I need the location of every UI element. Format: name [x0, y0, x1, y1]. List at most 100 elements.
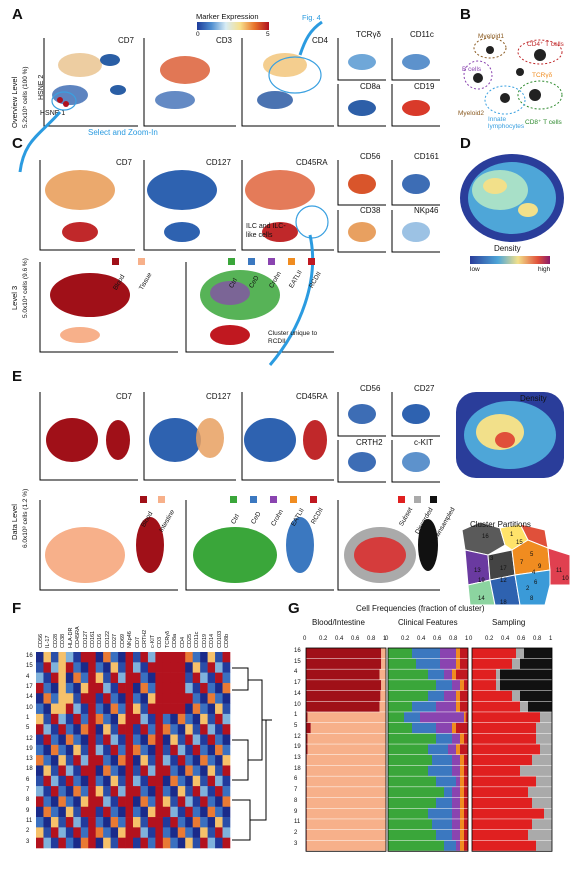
heatmap-cell [103, 806, 111, 818]
heatmap-cell [215, 734, 223, 746]
heatmap-cell [155, 796, 164, 808]
colorbar-max: 5 [266, 31, 270, 38]
heatmap-cell [133, 744, 141, 756]
heatmap-cell [110, 713, 119, 725]
heatmap-cell [155, 672, 164, 684]
heatmap-row-label: 6 [26, 776, 30, 783]
heatmap-cell [88, 703, 96, 715]
bar-segment [436, 733, 452, 744]
legend-e-swatch-downsampled [430, 496, 437, 503]
g-row-label: 8 [294, 797, 298, 804]
heatmap-cell [162, 817, 171, 828]
label-c-cd127: CD127 [206, 158, 231, 167]
g-tick: 0.8 [367, 636, 376, 642]
heatmap-cell [215, 662, 223, 673]
label-b-innate: Innate lymphocytes [488, 116, 525, 130]
heatmap-marker-label: CD7 [134, 636, 141, 648]
cluster-partitions [461, 521, 571, 606]
heatmap-cell [43, 652, 52, 663]
heatmap-cell [58, 786, 67, 797]
heatmap-cell [88, 755, 96, 766]
heatmap-cell [215, 744, 223, 756]
heatmap-marker-label: CD127 [82, 630, 89, 648]
heatmap-cell [95, 806, 104, 818]
heatmap-marker-label: CD45RA [75, 626, 82, 648]
colorbar [197, 22, 269, 30]
heatmap-cell [118, 652, 126, 663]
bar-segment [388, 680, 436, 691]
heatmap-cell [65, 765, 74, 777]
heatmap-cell [65, 786, 74, 797]
label-e-cd27: CD27 [414, 384, 435, 393]
heatmap-cell [110, 755, 119, 766]
heatmap-cell [36, 765, 44, 777]
g-row-label: 1 [294, 712, 298, 719]
heatmap-cell [177, 703, 186, 715]
bar-segment [472, 840, 536, 851]
heatmap-cell [133, 786, 141, 797]
level-count-3: 5.0x10⁴ cells (9.6 %) [22, 258, 29, 318]
panel-f-heatmap [36, 652, 231, 849]
heatmap-cell [140, 734, 149, 746]
heatmap-cell [65, 724, 74, 735]
legend-e-swatch-blood [140, 496, 147, 503]
heatmap-cell [140, 765, 149, 777]
heatmap-cell [222, 734, 231, 746]
bar-segment [404, 712, 420, 723]
heatmap-row-label: 14 [26, 694, 33, 701]
bar-segment [464, 787, 468, 798]
bar-segment [388, 797, 436, 808]
heatmap-cell [58, 703, 67, 715]
heatmap-cell [162, 786, 171, 797]
heatmap-cell [222, 713, 231, 725]
heatmap-cell [155, 837, 164, 849]
bar-segment [456, 658, 460, 669]
heatmap-marker-label: CD25 [186, 633, 193, 648]
heatmap-cell [36, 827, 44, 838]
heatmap-cell [95, 786, 104, 797]
bar-segment [532, 797, 552, 808]
heatmap-cell [110, 806, 119, 818]
bar-segment [436, 701, 456, 712]
label-b-cd8: CD8⁺ T cells [525, 119, 562, 126]
bar-segment [310, 722, 386, 734]
heatmap-cell [36, 734, 44, 746]
heatmap-cell [140, 775, 149, 787]
panel-g-bars [305, 647, 553, 852]
heatmap-cell [110, 703, 119, 715]
bar-segment [436, 722, 452, 734]
bar-segment [388, 744, 428, 755]
bar-segment [520, 765, 552, 776]
g-row-label: 14 [294, 690, 301, 697]
heatmap-cell [80, 796, 89, 808]
heatmap-cell [88, 713, 96, 725]
heatmap-cell [177, 652, 186, 663]
heatmap-cell [125, 672, 134, 684]
heatmap-cell [140, 806, 149, 818]
heatmap-cell [125, 662, 134, 673]
heatmap-cell [80, 817, 89, 828]
heatmap-cell [215, 672, 223, 684]
heatmap-cell [200, 744, 208, 756]
panel-c-scatter [45, 170, 430, 345]
heatmap-cell [118, 703, 126, 715]
heatmap-cell [36, 775, 44, 787]
g-row-label: 9 [294, 808, 298, 815]
heatmap-cell [207, 806, 216, 818]
panel-f-dendrogram [232, 667, 272, 841]
heatmap-cell [155, 693, 164, 704]
bar-segment [472, 829, 528, 841]
bar-segment [380, 690, 386, 701]
heatmap-cell [118, 724, 126, 735]
heatmap-cell [110, 744, 119, 756]
heatmap-cell [118, 734, 126, 746]
heatmap-cell [58, 652, 67, 663]
heatmap-cell [50, 662, 59, 673]
heatmap-cell [222, 796, 231, 808]
bar-segment [456, 776, 460, 787]
heatmap-cell [162, 703, 171, 715]
heatmap-cell [192, 744, 201, 756]
bar-segment [428, 690, 444, 701]
label-e-density: Density [520, 394, 547, 403]
heatmap-cell [88, 693, 96, 704]
